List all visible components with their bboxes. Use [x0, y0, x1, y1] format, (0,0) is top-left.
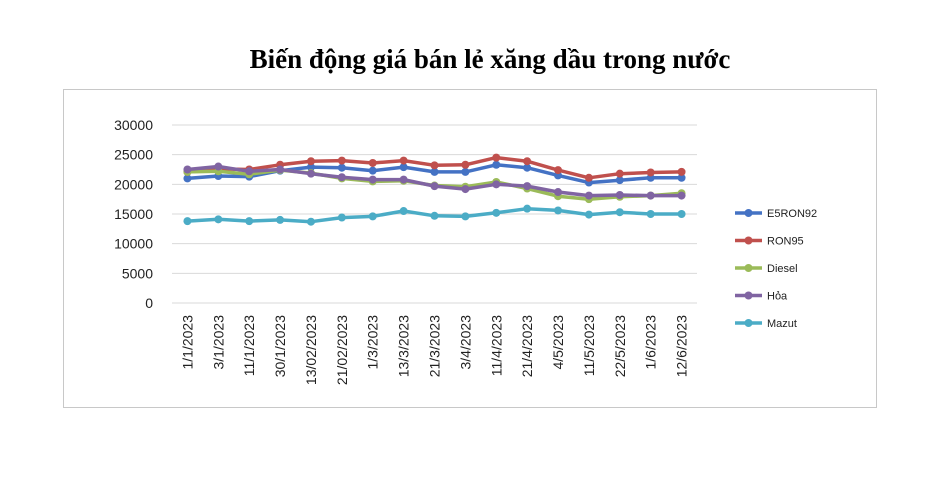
data-point	[461, 160, 470, 169]
legend-label: RON95	[767, 236, 804, 248]
legend-label: Diesel	[767, 263, 798, 275]
data-point	[584, 173, 593, 182]
data-point	[677, 210, 686, 218]
data-point	[399, 156, 408, 165]
data-point	[646, 210, 655, 218]
x-tick-label: 30/1/2023	[272, 315, 288, 377]
data-point	[214, 162, 223, 171]
data-point	[492, 160, 501, 169]
data-point	[337, 213, 346, 222]
x-tick-label: 1/3/2023	[365, 315, 381, 370]
data-point	[492, 153, 501, 162]
data-point	[399, 163, 408, 172]
x-tick-label: 1/6/2023	[643, 315, 659, 370]
y-tick-label: 25000	[114, 147, 153, 163]
data-point	[677, 173, 686, 182]
data-point	[554, 206, 563, 215]
x-tick-label: 11/5/2023	[581, 315, 597, 376]
y-tick-label: 30000	[114, 117, 153, 133]
x-tick-label: 11/4/2023	[488, 315, 504, 376]
x-tick-label: 4/5/2023	[550, 315, 566, 370]
data-point	[584, 191, 593, 200]
x-tick-label: 1/1/2023	[179, 315, 195, 370]
data-point	[615, 208, 624, 217]
data-point	[368, 158, 377, 167]
legend-label: Mazut	[767, 318, 797, 330]
y-tick-label: 10000	[114, 236, 153, 252]
legend-marker	[744, 291, 753, 300]
x-tick-label: 3/4/2023	[457, 315, 473, 370]
legend-marker	[744, 264, 753, 272]
x-tick-label: 21/02/2023	[334, 315, 350, 385]
x-tick-label: 13/02/2023	[303, 315, 319, 385]
y-tick-label: 20000	[114, 176, 153, 192]
y-tick-label: 15000	[114, 206, 153, 222]
data-point	[306, 157, 315, 166]
x-tick-label: 13/3/2023	[396, 315, 412, 377]
data-point	[368, 175, 377, 184]
x-tick-label: 21/3/2023	[427, 315, 443, 377]
data-point	[615, 191, 624, 200]
x-tick-label: 3/1/2023	[210, 315, 226, 370]
legend-label: E5RON92	[767, 208, 817, 220]
data-point	[523, 157, 532, 166]
data-point	[646, 191, 655, 200]
data-point	[646, 168, 655, 177]
legend-marker	[744, 236, 753, 245]
data-point	[430, 161, 439, 170]
data-point	[523, 163, 532, 172]
data-point	[461, 185, 470, 194]
chart-frame	[63, 89, 877, 408]
data-point	[306, 217, 315, 226]
data-point	[183, 174, 192, 183]
data-point	[430, 211, 439, 220]
data-point	[430, 182, 439, 191]
data-point	[492, 208, 501, 217]
y-tick-label: 0	[145, 295, 153, 311]
data-point	[245, 217, 254, 226]
data-point	[523, 204, 532, 213]
data-point	[677, 191, 686, 200]
x-tick-label: 21/4/2023	[519, 315, 535, 377]
data-point	[368, 166, 377, 175]
data-point	[245, 167, 254, 176]
data-point	[554, 188, 563, 197]
data-point	[461, 212, 470, 221]
data-point	[214, 215, 223, 224]
legend-label: Hỏa	[767, 291, 788, 303]
x-tick-label: 11/1/2023	[241, 315, 257, 376]
data-point	[677, 167, 686, 176]
x-tick-label: 22/5/2023	[612, 315, 628, 377]
data-point	[461, 167, 470, 176]
legend-marker	[744, 209, 753, 217]
data-point	[554, 166, 563, 175]
data-point	[306, 163, 315, 172]
data-point	[337, 163, 346, 172]
chart-title: Biến động giá bán lẻ xăng dầu trong nước	[249, 44, 731, 74]
data-point	[615, 169, 624, 178]
y-tick-label: 5000	[122, 265, 153, 281]
data-point	[430, 167, 439, 176]
x-tick-label: 12/6/2023	[674, 315, 690, 377]
data-point	[399, 175, 408, 184]
data-point	[183, 217, 192, 226]
data-point	[523, 182, 532, 191]
data-point	[306, 169, 315, 178]
legend-marker	[744, 319, 753, 327]
data-point	[368, 212, 377, 221]
data-point	[276, 215, 285, 224]
data-point	[399, 207, 408, 216]
data-point	[337, 156, 346, 165]
data-point	[337, 173, 346, 182]
data-point	[584, 210, 593, 219]
data-point	[183, 165, 192, 174]
data-point	[615, 176, 624, 185]
data-point	[276, 165, 285, 174]
data-point	[492, 180, 501, 189]
